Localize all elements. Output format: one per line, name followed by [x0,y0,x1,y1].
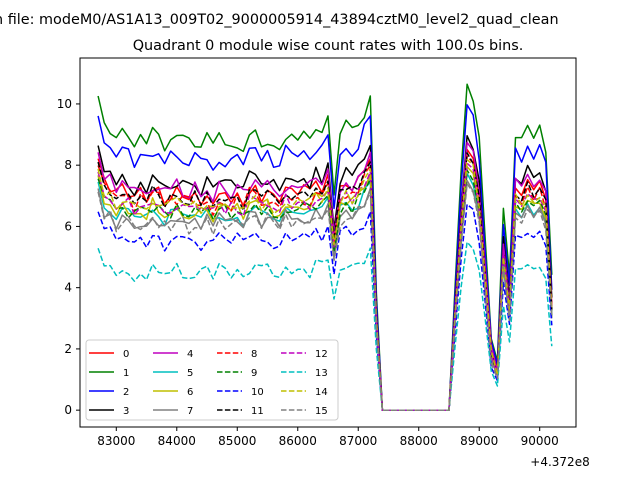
x-tick-label: 83000 [97,434,135,448]
y-tick-label: 0 [64,403,72,417]
legend-label-10: 10 [251,387,264,398]
series-line-2 [97,104,553,411]
series-line-15 [97,183,553,411]
legend-label-4: 4 [187,349,193,360]
series-line-3 [97,135,553,411]
y-tick-label: 6 [64,219,72,233]
x-tick-label: 85000 [218,434,256,448]
series-line-10 [97,203,553,411]
legend-label-12: 12 [315,349,328,360]
legend-label-15: 15 [315,406,328,417]
series-line-14 [97,158,553,411]
y-axis: 0 2 4 6 8 10 [57,97,80,417]
x-tick-label: 88000 [400,434,438,448]
legend-label-5: 5 [187,368,193,379]
series-line-4 [97,141,553,411]
legend-label-8: 8 [251,349,257,360]
x-tick-label: 84000 [158,434,196,448]
x-tick-label: 87000 [339,434,377,448]
legend-label-11: 11 [251,406,264,417]
x-axis: 83000 84000 85000 86000 87000 88000 89000 90000 [97,427,559,448]
y-tick-label: 10 [57,97,72,111]
x-tick-label: 89000 [460,434,498,448]
legend-label-3: 3 [123,406,129,417]
legend-label-2: 2 [123,387,129,398]
x-tick-label: 86000 [279,434,317,448]
x-axis-offset-label: +4.372e8 [530,455,589,469]
series-line-13 [97,241,553,411]
legend-label-14: 14 [315,387,328,398]
y-tick-label: 8 [64,158,72,172]
legend-label-1: 1 [123,368,129,379]
legend-label-6: 6 [187,387,193,398]
axes-frame [79,57,577,428]
series-line-7 [97,179,553,411]
legend-label-7: 7 [187,406,193,417]
chart-suptitle: n file: modeM0/AS1A13_009T02_9000005914_… [0,12,559,28]
series-layer [97,83,553,411]
legend-label-0: 0 [123,349,129,360]
series-line-11 [97,152,553,411]
legend-frame [85,339,339,421]
chart-title: Quadrant 0 module wise count rates with … [133,38,524,54]
legend-label-9: 9 [251,368,257,379]
legend-label-13: 13 [315,368,328,379]
x-tick-label: 90000 [521,434,559,448]
y-tick-label: 4 [64,281,72,295]
series-line-9 [97,169,553,411]
series-line-1 [97,83,553,411]
y-tick-label: 2 [64,342,72,356]
